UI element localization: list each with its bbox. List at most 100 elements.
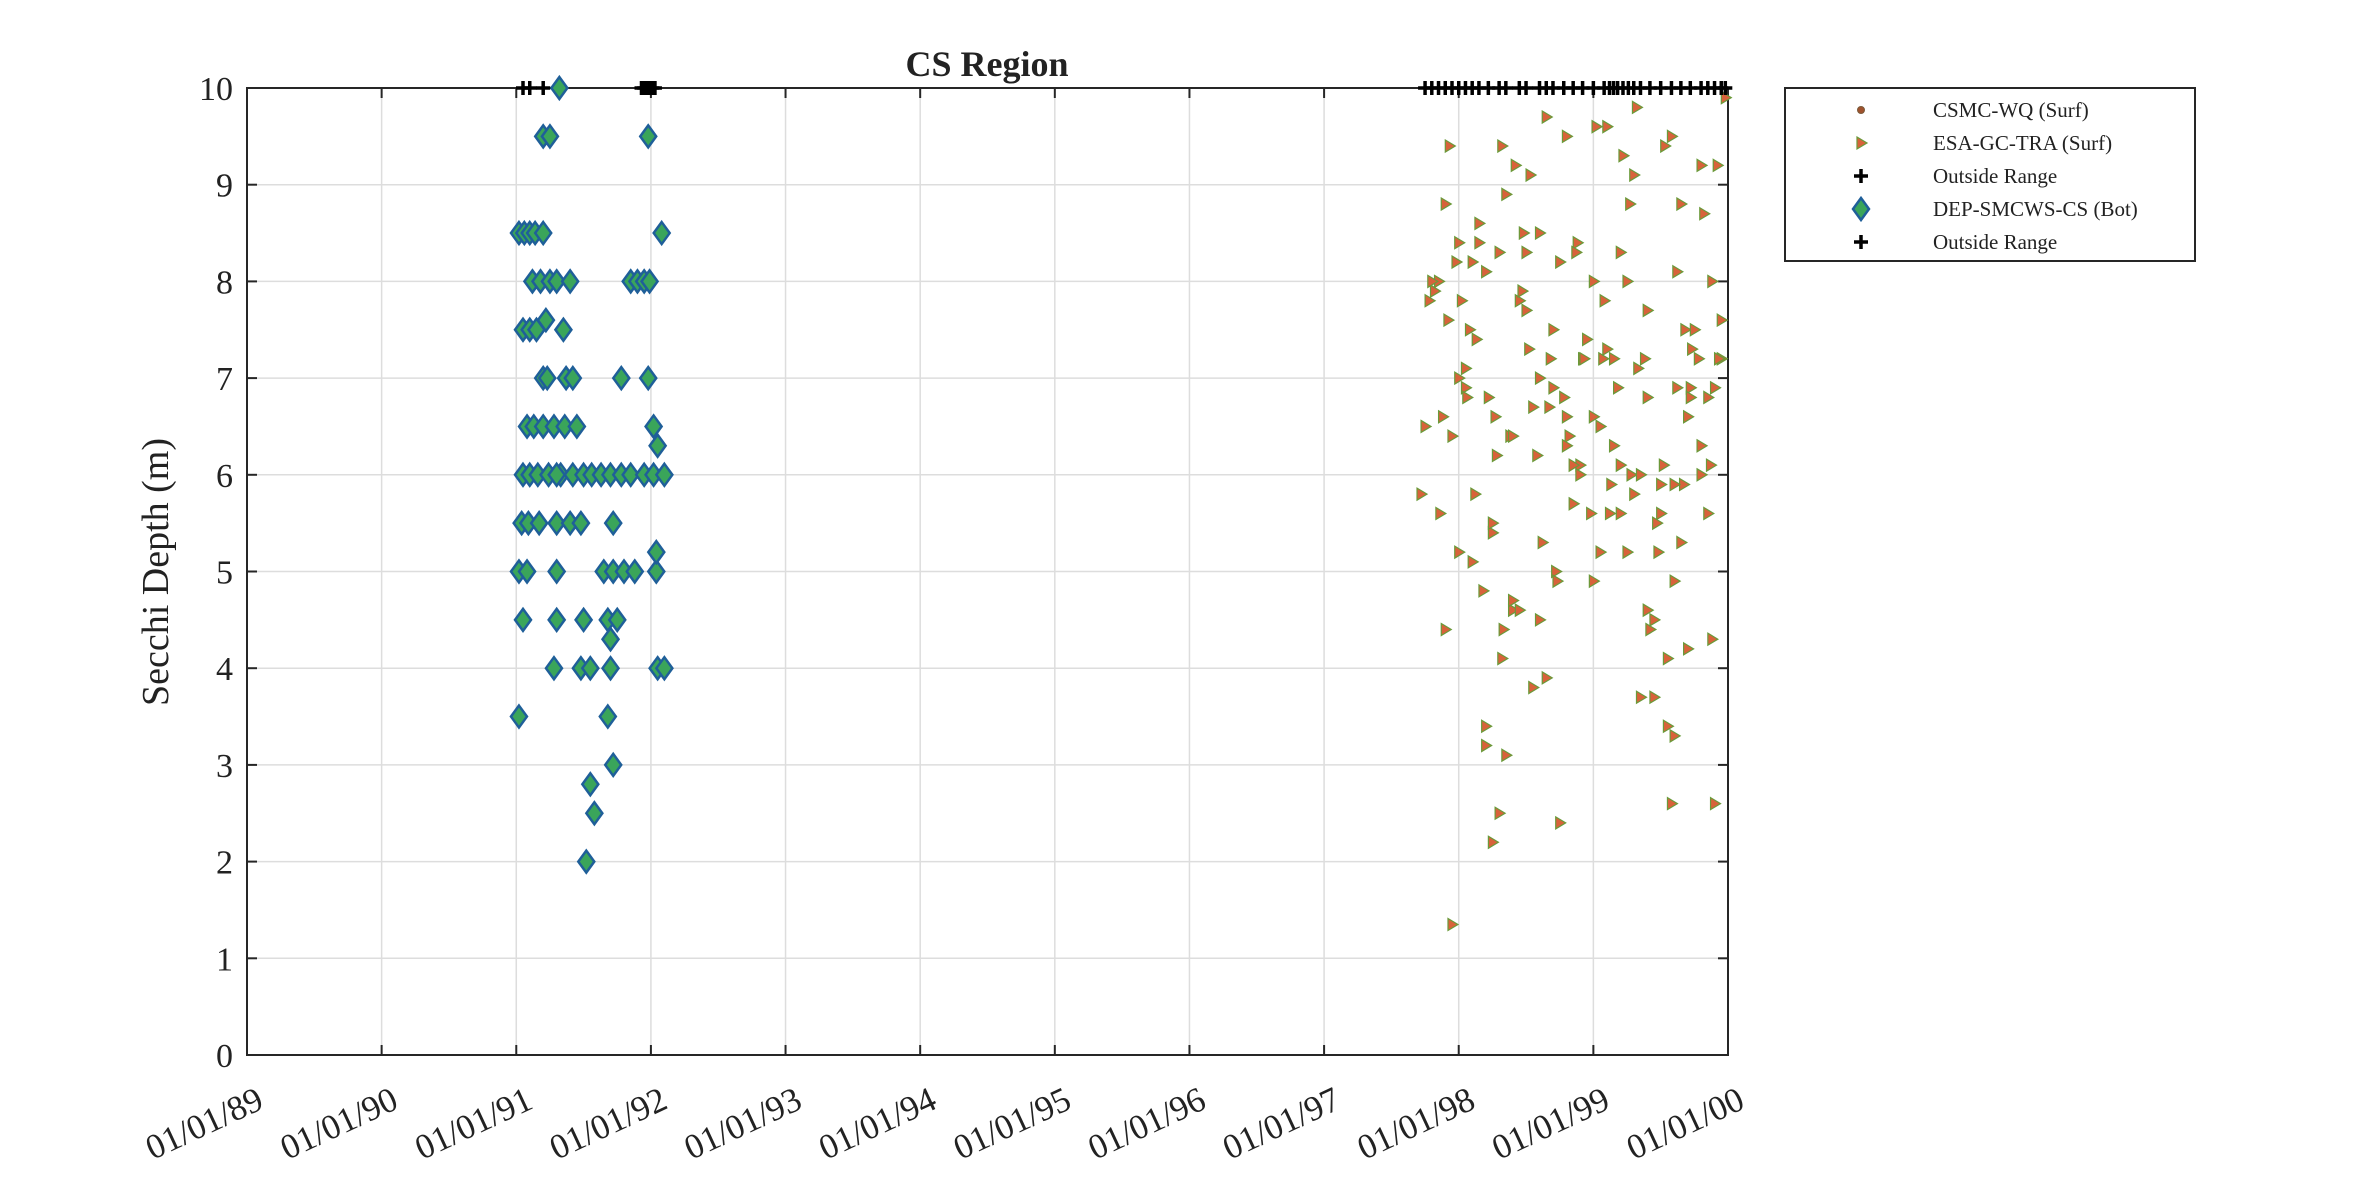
triangle-point	[1669, 728, 1682, 743]
triangle-point	[1454, 371, 1466, 386]
triangle-point	[1518, 225, 1531, 241]
triangle-point	[1471, 332, 1484, 347]
triangle-point	[1537, 535, 1550, 550]
outside-range-plus	[1718, 81, 1733, 95]
diamond-point	[553, 316, 573, 343]
triangle-point	[1532, 448, 1544, 463]
diamond-point	[621, 461, 641, 488]
diamond-point	[509, 703, 529, 730]
triangle-point	[1572, 235, 1585, 250]
x-tick-label: 01/01/92	[543, 1079, 672, 1167]
triangle-point	[1487, 516, 1500, 531]
triangle-point	[1517, 284, 1530, 299]
triangle-point	[1447, 429, 1460, 444]
triangle-point	[1662, 719, 1675, 734]
triangle-point	[1464, 322, 1477, 337]
outside-range-plus	[536, 81, 551, 95]
triangle-point	[1598, 351, 1610, 366]
triangle-point	[1642, 603, 1655, 618]
triangle-point	[1454, 545, 1466, 560]
triangle-point	[1571, 245, 1584, 260]
triangle-point	[1521, 303, 1534, 318]
diamond-point	[547, 606, 567, 633]
triangle-point	[1639, 351, 1652, 366]
triangle-point	[1696, 438, 1709, 453]
triangle-point	[1497, 651, 1509, 666]
series-outside-range-esa-gc-tra-	[1418, 81, 1733, 95]
triangle-point	[1652, 516, 1664, 531]
triangle-point	[1437, 409, 1450, 424]
triangle-point	[1440, 622, 1453, 637]
triangle-point	[1548, 380, 1561, 395]
triangle-point	[1551, 564, 1563, 579]
triangle-point	[1709, 380, 1722, 395]
triangle-point	[1693, 351, 1706, 366]
diamond-point	[646, 539, 666, 566]
diamond-point	[547, 268, 567, 295]
y-tick-label: 4	[216, 651, 233, 688]
triangle-point	[1642, 390, 1655, 405]
triangle-point	[1534, 225, 1547, 241]
y-tick-label: 7	[216, 361, 233, 398]
diamond-point	[654, 461, 674, 488]
triangle-point	[1478, 583, 1491, 598]
triangle-point	[1618, 148, 1631, 163]
diamond-point	[517, 558, 537, 585]
x-tick-label: 01/01/93	[678, 1079, 807, 1167]
triangle-point	[1524, 342, 1536, 357]
diamond-point	[638, 123, 658, 150]
triangle-point	[1705, 458, 1718, 473]
triangle-point	[1501, 187, 1514, 202]
y-tick-label: 10	[199, 71, 233, 108]
diamond-point	[547, 558, 567, 585]
triangle-point	[1561, 409, 1574, 424]
triangle-point	[1494, 806, 1507, 821]
triangle-point	[1615, 245, 1628, 260]
triangle-point	[1633, 361, 1645, 376]
diamond-point	[560, 268, 580, 295]
triangle-point	[1555, 255, 1567, 270]
triangle-point	[1545, 351, 1558, 366]
diamond-point	[549, 74, 569, 102]
y-tick-label: 1	[216, 941, 233, 978]
triangle-point	[1608, 438, 1621, 453]
diamond-point	[576, 848, 596, 875]
triangle-point	[1588, 574, 1601, 589]
diamond-point	[640, 268, 660, 295]
triangle-point	[1552, 574, 1565, 589]
triangle-point	[1568, 496, 1581, 511]
triangle-point	[1685, 390, 1698, 405]
triangle-point	[1709, 796, 1722, 811]
triangle-point	[1588, 409, 1601, 424]
y-tick-label: 6	[216, 458, 233, 495]
diamond-point	[529, 510, 549, 537]
triangle-point	[1703, 506, 1715, 521]
triangle-point	[1528, 680, 1540, 695]
triangle-point	[1525, 167, 1538, 183]
diamond-point	[638, 364, 658, 392]
series-esa-gc-tra-surf-	[1416, 90, 1733, 932]
triangle-point	[1544, 400, 1557, 415]
triangle-point	[1635, 690, 1648, 705]
diamond-point	[547, 461, 567, 488]
triangle-point	[1660, 138, 1672, 154]
triangle-point	[1696, 158, 1709, 173]
diamond-point	[598, 703, 618, 730]
legend: CSMC-WQ (Surf) ESA-GC-TRA (Surf) Outside R…	[1784, 87, 2196, 262]
legend-label: Outside Range	[1933, 164, 2057, 188]
triangle-point	[1444, 138, 1457, 154]
diamond-point	[533, 219, 553, 247]
triangle-point	[1467, 554, 1480, 569]
triangle-point	[1676, 535, 1689, 550]
triangle-point	[1447, 917, 1460, 932]
triangle-point	[1497, 138, 1509, 154]
triangle-point	[1635, 467, 1648, 482]
triangle-point	[1582, 332, 1594, 347]
series-dep-smcws-cs-bot-	[509, 74, 674, 875]
triangle-point	[1703, 390, 1715, 405]
legend-box	[1784, 87, 2196, 262]
triangle-point	[1612, 380, 1625, 395]
triangle-point	[1548, 322, 1561, 337]
triangle-point	[1510, 158, 1523, 173]
